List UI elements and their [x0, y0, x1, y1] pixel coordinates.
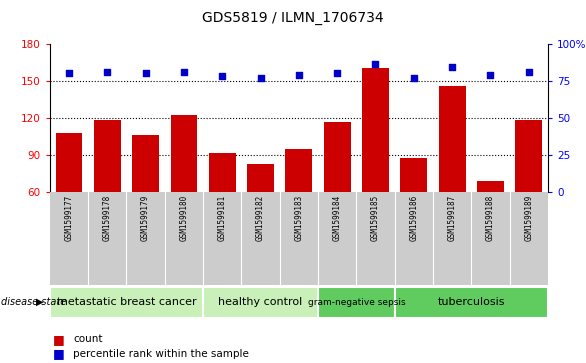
Text: disease state: disease state	[1, 297, 66, 307]
Point	[141, 70, 150, 76]
Point	[371, 61, 380, 67]
Text: GSM1599185: GSM1599185	[371, 195, 380, 241]
Text: GSM1599183: GSM1599183	[294, 195, 304, 241]
Text: GSM1599188: GSM1599188	[486, 195, 495, 241]
Point	[217, 73, 227, 79]
Point	[524, 69, 533, 75]
Bar	[50, 287, 203, 318]
Text: GDS5819 / ILMN_1706734: GDS5819 / ILMN_1706734	[202, 11, 384, 25]
Point	[332, 70, 342, 76]
Text: GSM1599180: GSM1599180	[179, 195, 189, 241]
Point	[64, 70, 74, 76]
Point	[179, 69, 189, 75]
Point	[103, 69, 112, 75]
Text: count: count	[73, 334, 103, 344]
Text: GSM1599178: GSM1599178	[103, 195, 112, 241]
Text: GSM1599184: GSM1599184	[333, 195, 342, 241]
Text: GSM1599187: GSM1599187	[448, 195, 456, 241]
Bar	[324, 122, 350, 267]
Bar	[400, 158, 427, 267]
Text: ▶: ▶	[36, 297, 44, 307]
Point	[486, 72, 495, 78]
Text: tuberculosis: tuberculosis	[438, 297, 505, 307]
Text: gram-negative sepsis: gram-negative sepsis	[308, 298, 405, 307]
Text: healthy control: healthy control	[219, 297, 303, 307]
Text: GSM1599182: GSM1599182	[256, 195, 265, 241]
Bar	[394, 287, 548, 318]
Bar	[132, 135, 159, 267]
Point	[256, 75, 265, 81]
Text: GSM1599177: GSM1599177	[64, 195, 73, 241]
Bar	[439, 86, 465, 267]
Point	[448, 65, 457, 70]
Bar	[318, 287, 394, 318]
Bar	[171, 115, 197, 267]
Text: ■: ■	[53, 333, 64, 346]
Point	[409, 75, 418, 81]
Text: GSM1599189: GSM1599189	[524, 195, 533, 241]
Text: GSM1599181: GSM1599181	[218, 195, 227, 241]
Text: metastatic breast cancer: metastatic breast cancer	[57, 297, 196, 307]
Bar	[203, 287, 318, 318]
Bar	[477, 181, 504, 267]
Bar	[247, 164, 274, 267]
Bar	[362, 68, 389, 267]
Text: ■: ■	[53, 347, 64, 360]
Text: GSM1599179: GSM1599179	[141, 195, 150, 241]
Bar	[56, 133, 83, 267]
Text: GSM1599186: GSM1599186	[409, 195, 418, 241]
Point	[294, 72, 304, 78]
Bar	[515, 121, 542, 267]
Bar	[209, 153, 236, 267]
Bar	[285, 149, 312, 267]
Text: percentile rank within the sample: percentile rank within the sample	[73, 349, 249, 359]
Bar	[94, 121, 121, 267]
